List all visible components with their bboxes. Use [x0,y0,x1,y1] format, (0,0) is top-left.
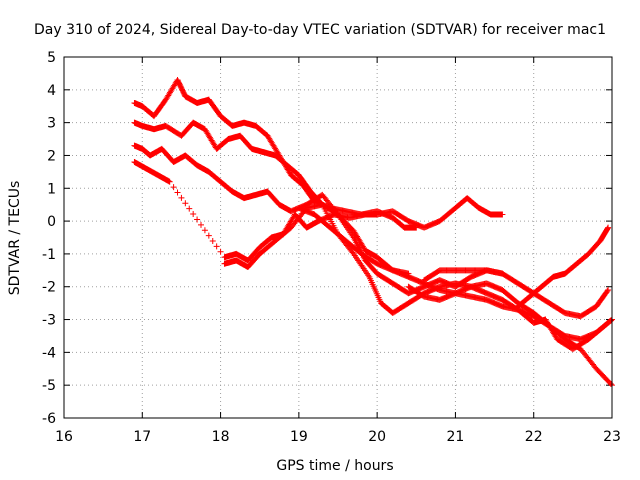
y-tick-label: -6 [42,411,56,427]
data-markers [421,267,612,320]
y-tick-label: 3 [47,116,56,132]
y-tick-label: -1 [42,247,56,263]
y-tick-label: 5 [47,50,56,66]
y-tick-label: 0 [47,214,56,230]
data-markers [131,159,506,264]
series-s8 [405,283,615,353]
series-s7 [421,267,612,320]
data-markers [405,283,615,353]
y-tick-label: 2 [47,148,56,164]
series-s4 [131,159,506,264]
x-tick-label: 16 [55,429,73,445]
chart-title: Day 310 of 2024, Sidereal Day-to-day VTE… [34,22,606,38]
y-tick-label: 4 [47,83,56,99]
x-axis-label: GPS time / hours [276,458,393,474]
y-tick-label: -5 [42,378,56,394]
x-tick-label: 22 [525,429,543,445]
x-tick-label: 21 [447,429,465,445]
y-tick-label: 1 [47,181,56,197]
plot-frame [63,56,613,419]
x-tick-label: 19 [290,429,308,445]
y-tick-label: -4 [42,345,56,361]
y-axis-label: SDTVAR / TECUs [7,181,23,296]
x-tick-label: 18 [212,429,230,445]
x-tick-label: 23 [603,429,621,445]
x-tick-label: 20 [368,429,386,445]
y-tick-label: -2 [42,280,56,296]
gridlines [64,57,612,418]
data-markers [515,224,612,310]
data-points [131,76,615,389]
y-tick-label: -3 [42,313,56,329]
x-tick-label: 17 [133,429,151,445]
series-s9 [515,224,612,310]
